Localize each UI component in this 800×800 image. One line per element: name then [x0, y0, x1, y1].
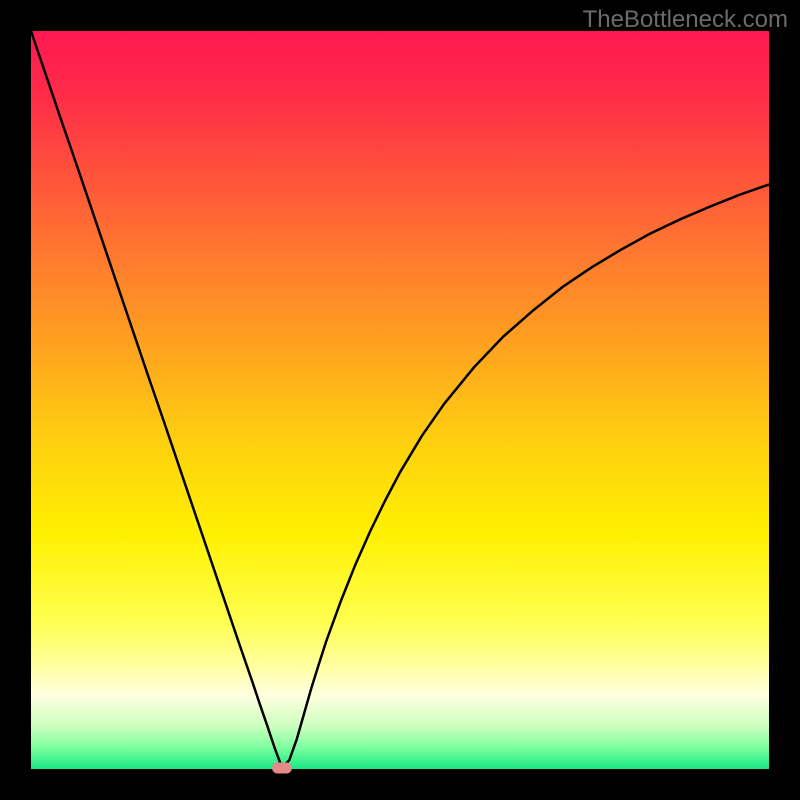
plot-area	[31, 31, 769, 769]
optimum-marker	[272, 762, 292, 773]
watermark-text: TheBottleneck.com	[583, 6, 788, 34]
chart-container: TheBottleneck.com	[0, 0, 800, 800]
curve-svg	[31, 31, 769, 769]
bottleneck-curve	[31, 31, 769, 768]
